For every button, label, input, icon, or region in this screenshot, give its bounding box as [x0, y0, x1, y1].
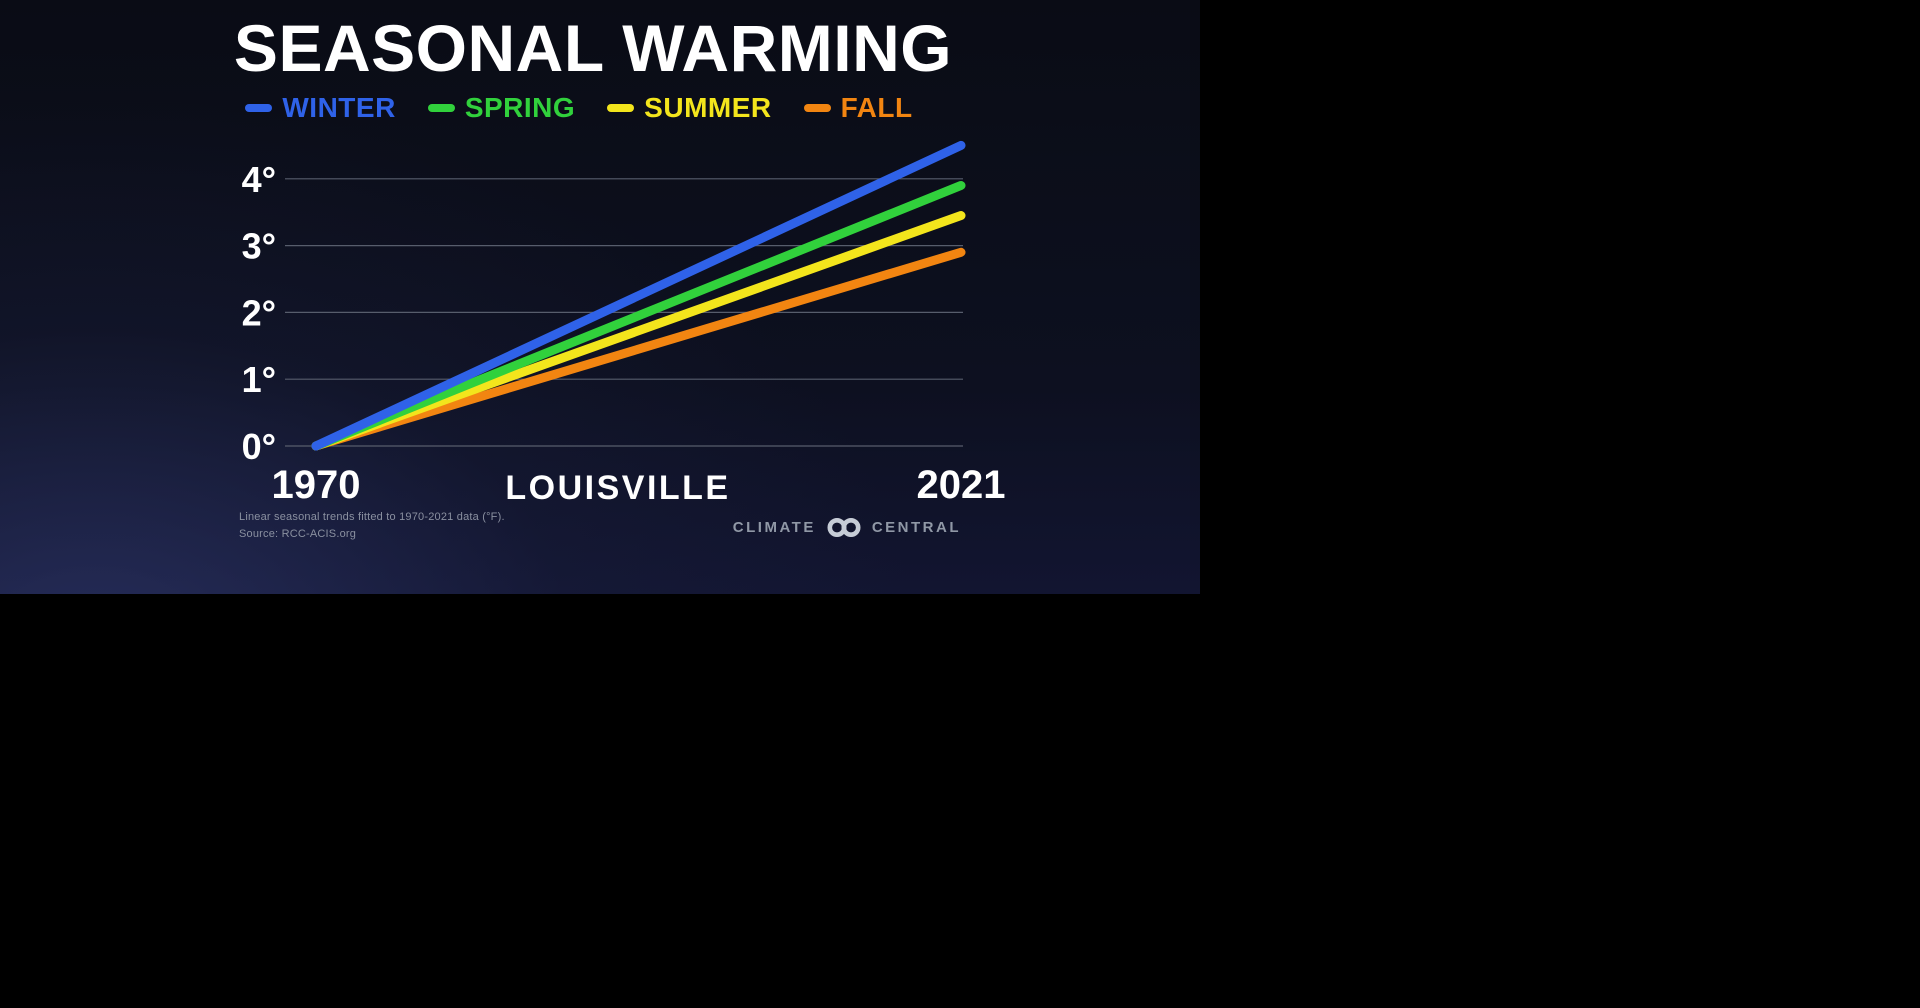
legend-swatch-spring [427, 104, 455, 112]
legend-label-fall: FALL [840, 92, 913, 123]
series-line-summer [311, 211, 966, 451]
legend-swatch-fall [803, 104, 831, 112]
x-axis-end-label: 2021 [916, 463, 1006, 507]
logo-climate-text: CLIMATE [732, 519, 816, 536]
legend-item-winter: WINTER [245, 92, 395, 124]
legend-label-summer: SUMMER [644, 92, 772, 123]
legend-item-summer: SUMMER [607, 92, 771, 124]
logo-central-text: CENTRAL [871, 519, 961, 536]
series-line-winter [311, 140, 966, 451]
series-line-spring [311, 180, 966, 451]
legend-label-spring: SPRING [464, 92, 576, 123]
y-tick-label-3: 3° [242, 226, 276, 267]
y-tick-label-0: 0° [242, 426, 276, 467]
y-tick-label-1: 1° [242, 359, 276, 400]
x-axis-start-label: 1970 [271, 463, 361, 507]
y-tick-label-4: 4° [242, 159, 276, 200]
legend-swatch-winter [245, 104, 273, 112]
chart-legend: WINTER SPRING SUMMER FALL [0, 92, 1179, 124]
legend-swatch-summer [607, 104, 635, 112]
chart-panel: SEASONAL WARMING WINTER SPRING SUMMER FALL … [0, 0, 1200, 594]
legend-item-fall: FALL [803, 92, 913, 124]
legend-label-winter: WINTER [282, 92, 396, 123]
footnote-line-1: Linear seasonal trends fitted to 1970-20… [239, 511, 505, 523]
legend-item-spring: SPRING [427, 92, 576, 124]
climate-central-rings-icon [827, 518, 861, 537]
climate-central-logo: CLIMATE CENTRAL [733, 516, 961, 539]
chart-title: SEASONAL WARMING [233, 11, 953, 85]
series-line-fall [311, 247, 966, 451]
city-label: LOUISVILLE [505, 469, 731, 507]
footnote: Linear seasonal trends fitted to 1970-20… [239, 509, 505, 543]
y-tick-label-2: 2° [242, 292, 276, 333]
footnote-line-2: Source: RCC-ACIS.org [239, 528, 357, 541]
